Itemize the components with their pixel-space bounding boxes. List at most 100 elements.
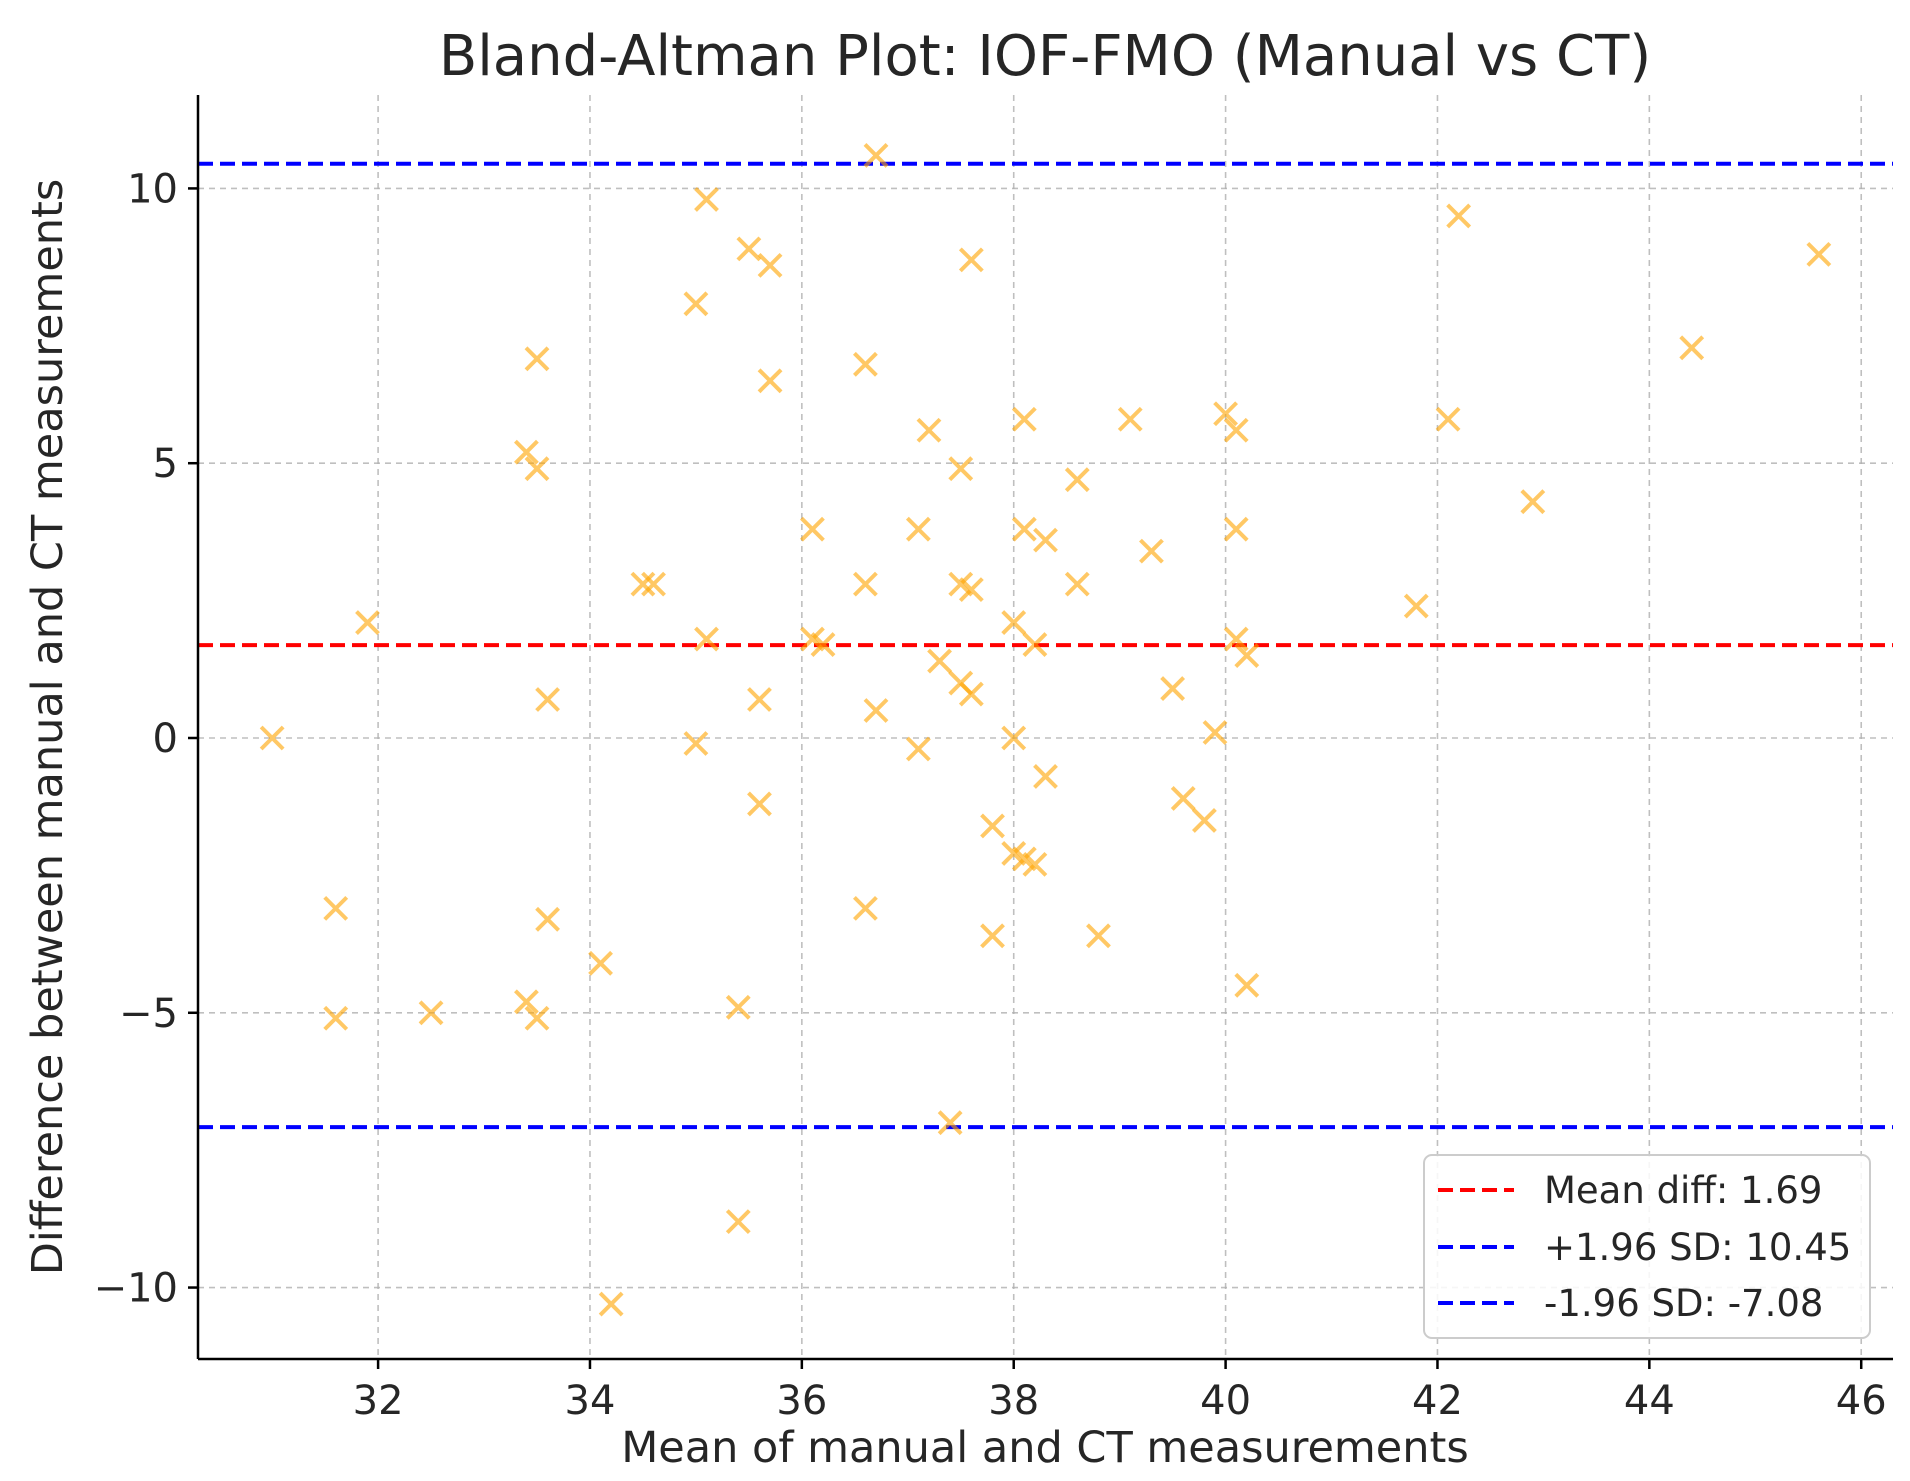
data-point xyxy=(852,351,878,377)
data-point xyxy=(958,681,984,707)
data-point xyxy=(725,1209,751,1235)
data-point xyxy=(1033,764,1058,789)
data-point xyxy=(1446,203,1472,229)
data-point xyxy=(1064,467,1090,493)
data-point xyxy=(535,687,561,712)
data-point xyxy=(1806,241,1832,267)
y-tick-label: 0 xyxy=(153,716,178,762)
legend: Mean diff: 1.69 +1.96 SD: 10.45 -1.96 SD… xyxy=(1423,1154,1871,1339)
data-point xyxy=(1139,538,1164,564)
legend-frame xyxy=(1423,1154,1871,1339)
data-point xyxy=(1234,972,1260,998)
data-point xyxy=(863,143,889,168)
data-point xyxy=(958,577,984,603)
data-point xyxy=(1001,610,1027,635)
x-tick-label: 38 xyxy=(988,1378,1039,1424)
data-point xyxy=(1403,593,1429,619)
data-point xyxy=(598,1291,624,1317)
data-point xyxy=(905,516,931,542)
data-point xyxy=(1223,516,1249,542)
x-axis-label: Mean of manual and CT measurements xyxy=(621,1423,1469,1473)
chart-title: Bland-Altman Plot: IOF-FMO (Manual vs CT… xyxy=(439,24,1651,89)
data-point xyxy=(694,187,719,212)
data-point xyxy=(980,923,1005,949)
data-point xyxy=(958,247,984,273)
data-point xyxy=(948,456,974,482)
data-point xyxy=(694,626,719,652)
x-tick-label: 42 xyxy=(1412,1378,1463,1424)
x-tick-label: 46 xyxy=(1836,1378,1887,1424)
data-point xyxy=(725,994,751,1020)
x-tick-label: 40 xyxy=(1200,1378,1251,1424)
data-point xyxy=(524,1005,550,1031)
data-point xyxy=(1117,406,1143,432)
data-point xyxy=(1191,808,1217,833)
data-point xyxy=(323,895,349,921)
legend-label-upper: +1.96 SD: 10.45 xyxy=(1544,1226,1851,1269)
data-point xyxy=(747,687,772,712)
data-point xyxy=(747,791,772,817)
y-tick-label: 10 xyxy=(127,166,178,212)
data-point xyxy=(905,736,931,762)
data-point xyxy=(1202,720,1228,745)
y-tick-label: −5 xyxy=(119,991,178,1037)
data-point xyxy=(1170,786,1196,811)
data-point xyxy=(1234,643,1260,668)
data-point xyxy=(1064,571,1090,597)
x-tick-label: 44 xyxy=(1624,1378,1675,1424)
data-point xyxy=(1223,626,1249,652)
legend-label-lower: -1.96 SD: -7.08 xyxy=(1544,1282,1823,1325)
data-point xyxy=(852,895,878,921)
y-axis-label: Difference between manual and CT measure… xyxy=(23,179,73,1276)
data-point xyxy=(524,346,550,372)
data-point xyxy=(641,571,666,597)
y-tick-label: 5 xyxy=(153,441,178,487)
data-point xyxy=(683,731,709,756)
data-point xyxy=(980,813,1005,839)
data-point xyxy=(736,236,762,262)
x-tick-label: 36 xyxy=(776,1378,827,1424)
data-point xyxy=(1520,489,1546,515)
data-point xyxy=(927,648,952,674)
data-point xyxy=(524,456,550,482)
x-tick-label: 32 xyxy=(353,1378,404,1424)
data-point xyxy=(1022,632,1048,657)
data-point xyxy=(513,989,539,1015)
data-point xyxy=(630,571,656,597)
data-point xyxy=(1011,406,1037,432)
axes xyxy=(196,95,1893,1361)
data-point xyxy=(1086,923,1111,949)
data-point xyxy=(259,725,285,751)
data-point xyxy=(513,439,539,465)
data-point xyxy=(863,698,889,723)
x-tick-label: 34 xyxy=(565,1378,616,1424)
data-points xyxy=(259,143,1832,1317)
data-point xyxy=(588,950,613,976)
reference-lines xyxy=(198,161,1893,1130)
data-point xyxy=(1001,725,1027,751)
data-point xyxy=(683,291,709,317)
data-point xyxy=(535,906,561,932)
data-point xyxy=(323,1005,349,1031)
ticks: 32 34 36 38 40 42 44 46 10 5 0 −5 −10 xyxy=(94,166,1887,1424)
data-point xyxy=(1160,676,1186,701)
data-point xyxy=(1223,417,1249,443)
data-point xyxy=(1011,516,1037,542)
data-point xyxy=(810,632,836,657)
legend-label-mean: Mean diff: 1.69 xyxy=(1544,1169,1822,1212)
data-point xyxy=(1679,335,1705,361)
data-point xyxy=(757,368,783,394)
data-point xyxy=(800,516,825,542)
data-point xyxy=(1022,851,1048,877)
y-tick-label: −10 xyxy=(94,1266,178,1312)
data-point xyxy=(852,571,878,597)
data-point xyxy=(757,252,783,278)
data-point xyxy=(355,610,380,635)
data-point xyxy=(1435,406,1461,432)
data-point xyxy=(1033,527,1058,553)
data-point xyxy=(418,1000,444,1026)
data-point xyxy=(1213,401,1239,427)
data-point xyxy=(916,417,942,443)
